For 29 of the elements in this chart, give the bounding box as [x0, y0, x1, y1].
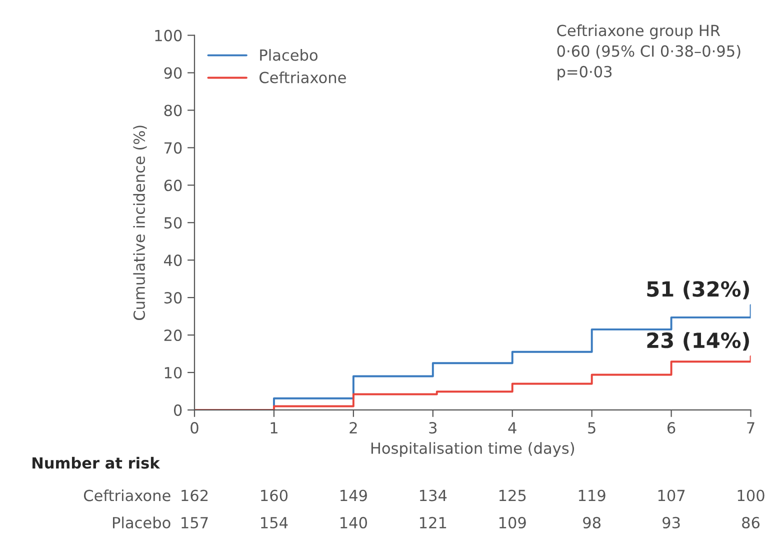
x-tick-label: 7 — [747, 422, 754, 434]
y-tick-label: 10 — [164, 366, 182, 379]
x-tick-label: 6 — [668, 422, 676, 434]
y-tick-label: 100 — [155, 30, 182, 42]
y-tick-label: 70 — [164, 142, 182, 154]
y-tick-label: 0 — [174, 404, 182, 416]
text: Placebo 157 154 140 121 109 98 93 86 — [112, 516, 760, 528]
y-tick-label: 40 — [164, 254, 182, 266]
x-tick-label: 5 — [588, 422, 596, 434]
x-tick-label: 4 — [508, 422, 516, 434]
legend-label: Placebo — [260, 49, 318, 61]
y-tick-label: 30 — [164, 292, 182, 304]
x-axis-title: Hospitalisation time (days) — [371, 442, 574, 457]
x-tick-label: 1 — [270, 422, 278, 434]
y-tick-label: 80 — [164, 104, 182, 116]
y-axis-title: Cumulative incidence (%) — [133, 126, 147, 320]
annotation: 51 (32%) — [647, 280, 749, 300]
y-tick-label: 20 — [164, 329, 182, 342]
annotation: 23 (14%) — [647, 332, 749, 351]
x-tick-label: 2 — [350, 422, 357, 434]
x-tick-label: 0 — [190, 422, 198, 434]
text: Ceftriaxone 162 160 149 134 125 119 107 100 — [84, 489, 764, 502]
annotation: Ceftriaxone group HR 0·60 (95% CI 0·38–0·95) p=0·03 — [557, 24, 740, 80]
y-tick-label: 50 — [164, 217, 182, 229]
x-tick-label: 3 — [429, 422, 437, 434]
y-tick-label: 60 — [164, 180, 182, 192]
text: Number at risk — [32, 456, 160, 469]
legend-label: Ceftriaxone — [260, 71, 346, 84]
y-tick-label: 90 — [164, 67, 182, 79]
